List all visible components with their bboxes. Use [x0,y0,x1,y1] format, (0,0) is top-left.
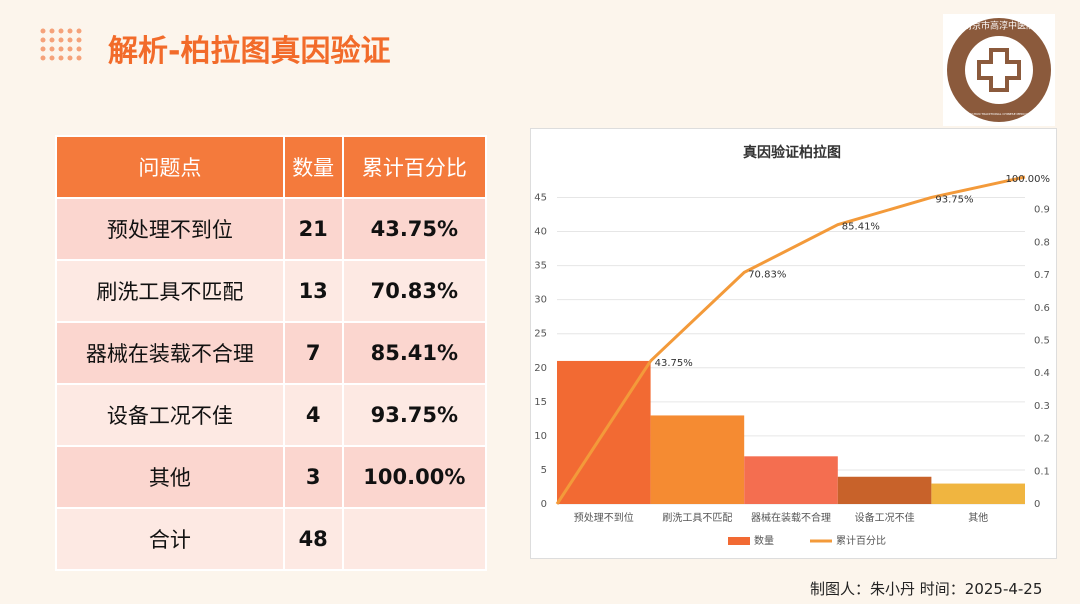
table-cell: 3 [282,445,344,509]
table-row: 其他 3 100.00% [55,445,488,509]
logo-cn: 南京市高淳中医院 [963,20,1035,32]
data-label: 100.00% [1006,174,1051,185]
data-label: 70.83% [748,269,786,280]
y2-tick-label: 0.4 [1034,368,1050,379]
header-cell: 数量 [282,135,344,199]
decor-dots [40,28,82,61]
table-cell: 48 [282,507,344,571]
y2-tick-label: 0.7 [1034,270,1050,281]
bar [931,483,1025,504]
table-cell: 43.75% [341,197,488,261]
header-cell: 问题点 [55,135,285,199]
legend-label: 数量 [754,534,774,547]
y2-tick-label: 0.5 [1034,336,1050,347]
line [649,175,1026,363]
table-cell: 21 [282,197,344,261]
y-tick-label: 40 [534,227,547,238]
data-label: 93.75% [935,194,973,205]
footer: 制图人：朱小丹 时间：2025-4-25 [810,580,1043,598]
x-tick-label: 设备工况不佳 [855,511,915,524]
y2-tick-label: 0 [1034,499,1040,510]
y-tick-label: 15 [534,397,547,408]
x-tick-label: 刷洗工具不匹配 [662,512,732,524]
y2-tick-label: 0.8 [1034,237,1050,248]
table-cell: 器械在装载不合理 [55,321,285,385]
y2-tick-label: 0.2 [1034,434,1050,445]
x-tick-label: 其他 [968,511,988,524]
y-tick-label: 45 [534,192,547,203]
y2-tick-label: 0.1 [1034,466,1050,477]
y-tick-label: 25 [534,329,547,340]
bar [744,456,838,504]
data-label: 85.41% [842,222,880,233]
logo: 南京市高淳中医院 NANJING GAOCHUN TRADITIONAL CHI… [943,14,1055,126]
logo-en: NANJING GAOCHUN TRADITIONAL CHINESE MEDI… [951,112,1047,116]
legend-label: 累计百分比 [836,534,886,547]
table-row: 预处理不到位 21 43.75% [55,197,488,261]
table-cell: 70.83% [341,259,488,323]
table-cell: 4 [282,383,344,447]
bar [650,415,745,504]
line-lead [555,360,652,505]
table-row: 刷洗工具不匹配 13 70.83% [55,259,488,323]
table-cell: 13 [282,259,344,323]
table-cell: 合计 [55,507,285,571]
table-row: 器械在装载不合理 7 85.41% [55,321,488,385]
y2-tick-label: 0.6 [1034,303,1050,314]
bar [837,476,932,504]
empty-cell [341,507,488,571]
y-tick-label: 30 [534,295,547,306]
y-tick-label: 20 [534,363,547,374]
chart-title: 真因验证柏拉图 [743,144,841,161]
table-cell: 其他 [55,445,285,509]
data-table: 问题点 数量 累计百分比 预处理不到位 21 43.75% 刷洗工具不匹配 13 70.83% 器… [55,135,488,571]
header-cell: 累计百分比 [341,135,488,199]
y-tick-label: 10 [534,431,547,442]
data-label: 43.75% [655,358,693,369]
y-tick-label: 0 [541,499,547,510]
y2-tick-label: 0.3 [1034,401,1050,412]
table-row: 合计 48 [55,507,488,571]
x-tick-label: 器械在装载不合理 [751,511,831,524]
table-cell: 设备工况不佳 [55,383,285,447]
title: 解析-柏拉图真因验证 [108,34,391,69]
y2-tick-label: 0.9 [1034,205,1050,216]
y-tick-label: 5 [541,465,547,476]
table-row: 设备工况不佳 4 93.75% [55,383,488,447]
x-tick-label: 预处理不到位 [574,511,634,524]
table-cell: 刷洗工具不匹配 [55,259,285,323]
y-tick-label: 35 [534,261,547,272]
table-cell: 93.75% [341,383,488,447]
table-cell: 100.00% [341,445,488,509]
table-cell: 预处理不到位 [55,197,285,261]
legend-swatch [728,537,750,545]
table-cell: 85.41% [341,321,488,385]
table-cell: 7 [282,321,344,385]
